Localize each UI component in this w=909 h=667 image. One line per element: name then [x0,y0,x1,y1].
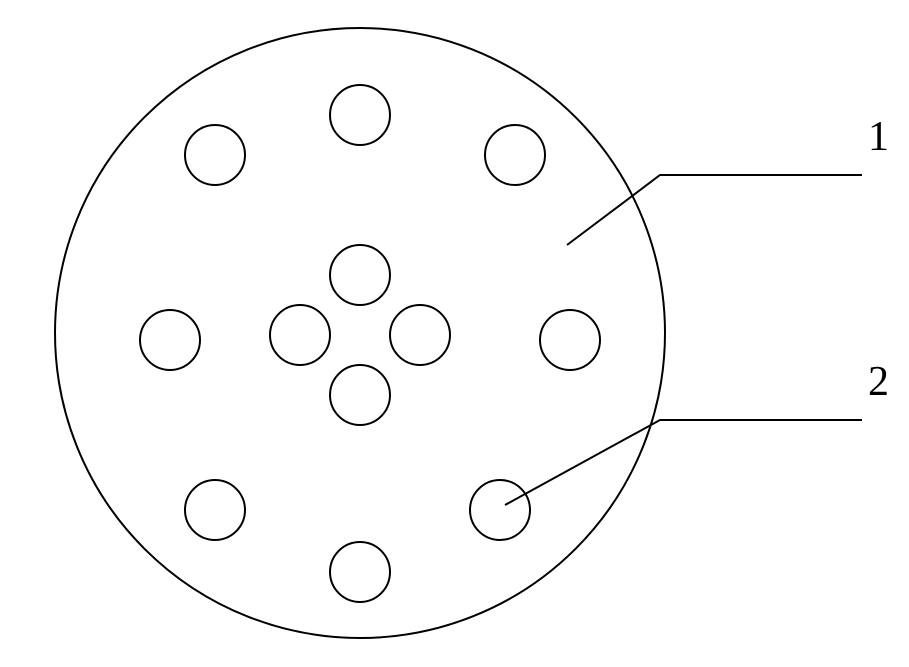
hole-circle-5 [390,305,450,365]
hole-circle-4 [270,305,330,365]
leader-line-2 [505,420,862,505]
label-text-1: 1 [868,114,889,160]
hole-circle-3 [330,245,390,305]
hole-circle-10 [470,480,530,540]
hole-circle-2 [485,125,545,185]
hole-circle-8 [540,310,600,370]
small-circles-group [140,85,600,602]
label-text-2: 2 [868,359,889,405]
hole-circle-0 [330,85,390,145]
hole-circle-6 [330,365,390,425]
hole-circle-1 [185,125,245,185]
hole-circle-9 [185,480,245,540]
labels-group: 12 [505,114,889,505]
hole-circle-11 [330,542,390,602]
hole-circle-7 [140,310,200,370]
main-circle [55,28,665,638]
leader-line-1 [567,175,862,245]
diagram-canvas: 12 [0,0,909,667]
